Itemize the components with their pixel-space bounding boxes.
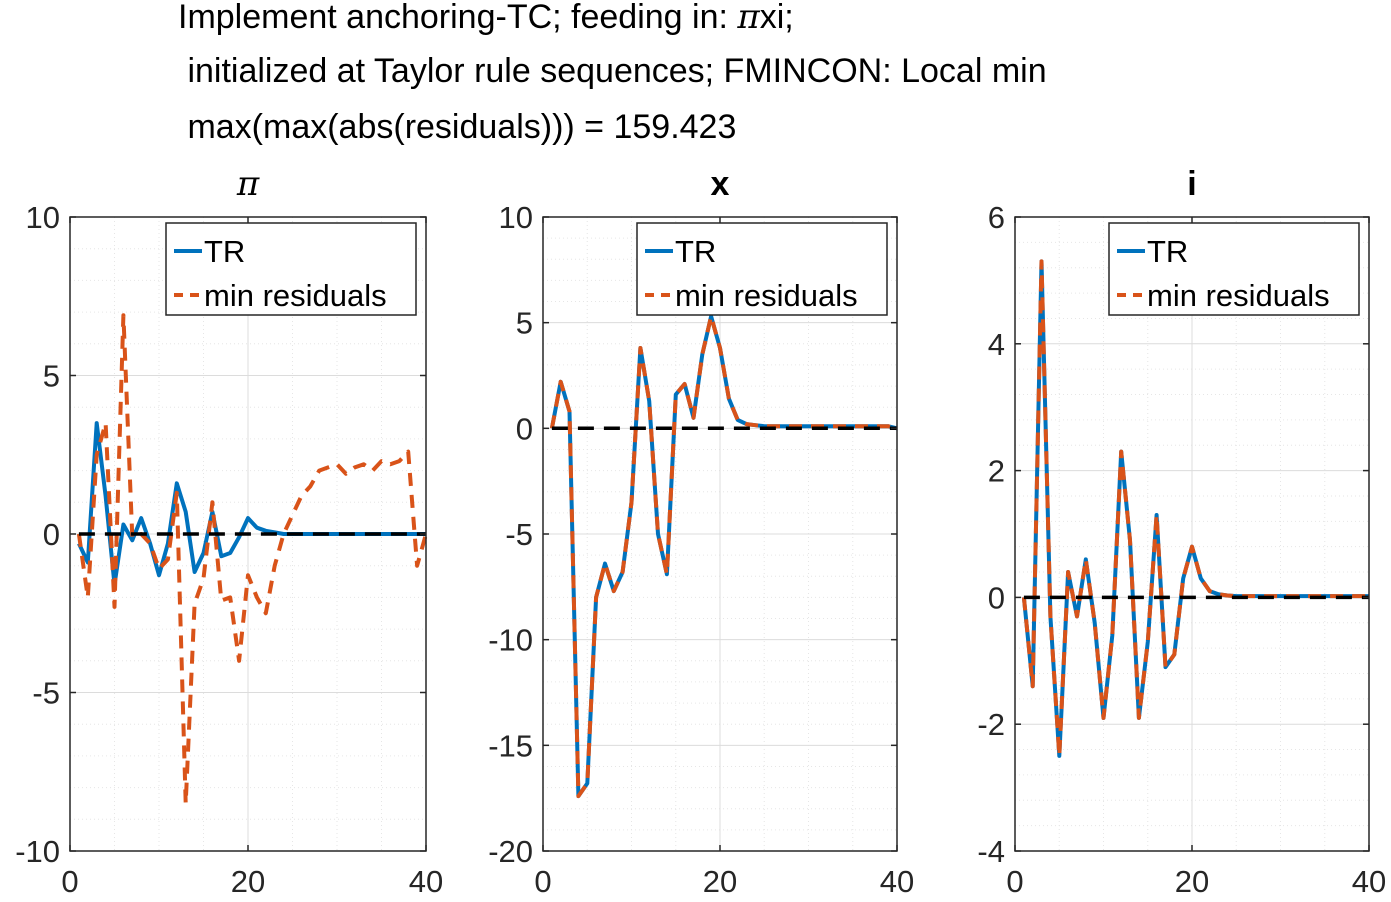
x-tick-label: 0 — [61, 864, 78, 899]
legend-label: TR — [675, 234, 716, 269]
tick-marks — [1014, 216, 1370, 852]
figure-title-line-1: Implement anchoring-TC; feeding in: πxi; — [178, 0, 794, 37]
legend: TR min residuals — [636, 222, 888, 316]
series-group — [1021, 259, 1369, 758]
y-tick-label: 6 — [988, 200, 1005, 235]
subplot-1: 0 20 40 -20 -15 -10 -5 0 5 10 x TR min residuals — [488, 165, 914, 899]
y-tick-label: 5 — [516, 306, 533, 341]
subplot-title: i — [1187, 165, 1196, 203]
y-tick-label: -2 — [977, 707, 1005, 742]
y-tick-label: 4 — [988, 327, 1005, 362]
y-tick-label: -5 — [505, 517, 533, 552]
figure-title-line-2: initialized at Taylor rule sequences; FM… — [178, 52, 1047, 90]
x-tick-label: 0 — [534, 864, 551, 899]
x-tick-label: 20 — [1175, 864, 1209, 899]
series-line-min-residuals — [549, 314, 898, 799]
y-tick-label: -10 — [488, 623, 533, 658]
y-tick-label: 10 — [499, 200, 533, 235]
y-tick-label: -20 — [488, 834, 533, 869]
x-tick-label: 40 — [1352, 864, 1386, 899]
x-tick-label: 20 — [703, 864, 737, 899]
y-tick-label: -5 — [32, 676, 60, 711]
x-tick-label: 40 — [409, 864, 443, 899]
y-tick-label: 0 — [516, 411, 533, 446]
x-tick-label: 40 — [880, 864, 914, 899]
y-tick-label: -4 — [977, 834, 1005, 869]
figure-title: Implement anchoring-TC; feeding in: πxi;… — [0, 0, 1391, 160]
legend-box — [1108, 222, 1360, 316]
x-tick-label: 0 — [1006, 864, 1023, 899]
series-group — [549, 314, 898, 799]
legend-label: min residuals — [1147, 278, 1330, 313]
figure-title-line-3: max(max(abs(residuals))) = 159.423 — [178, 108, 737, 146]
series-group — [76, 313, 428, 806]
x-tick-label: 20 — [231, 864, 265, 899]
pi-symbol: π — [737, 0, 760, 37]
legend: TR min residuals — [165, 222, 417, 316]
legend-label: min residuals — [204, 278, 387, 313]
subplot-2: 0 20 40 -4 -2 0 2 4 6 i TR min residuals — [977, 165, 1386, 899]
legend-label: TR — [1147, 234, 1188, 269]
legend-box — [636, 222, 888, 316]
y-tick-label: 10 — [26, 200, 60, 235]
subplot-title: π — [236, 164, 260, 204]
y-tick-label: 0 — [988, 580, 1005, 615]
tick-marks — [69, 216, 427, 852]
y-tick-label: -10 — [15, 834, 60, 869]
legend: TR min residuals — [1108, 222, 1360, 316]
y-tick-label: 0 — [43, 517, 60, 552]
subplot-0: 0 20 40 -10 -5 0 5 10 π TR min residuals — [15, 164, 443, 899]
legend-box — [165, 222, 417, 316]
y-tick-label: 2 — [988, 454, 1005, 489]
tick-marks — [542, 216, 898, 852]
y-tick-label: -15 — [488, 728, 533, 763]
y-tick-label: 5 — [43, 359, 60, 394]
legend-label: min residuals — [675, 278, 858, 313]
legend-label: TR — [204, 234, 245, 269]
subplot-title: x — [711, 165, 730, 203]
